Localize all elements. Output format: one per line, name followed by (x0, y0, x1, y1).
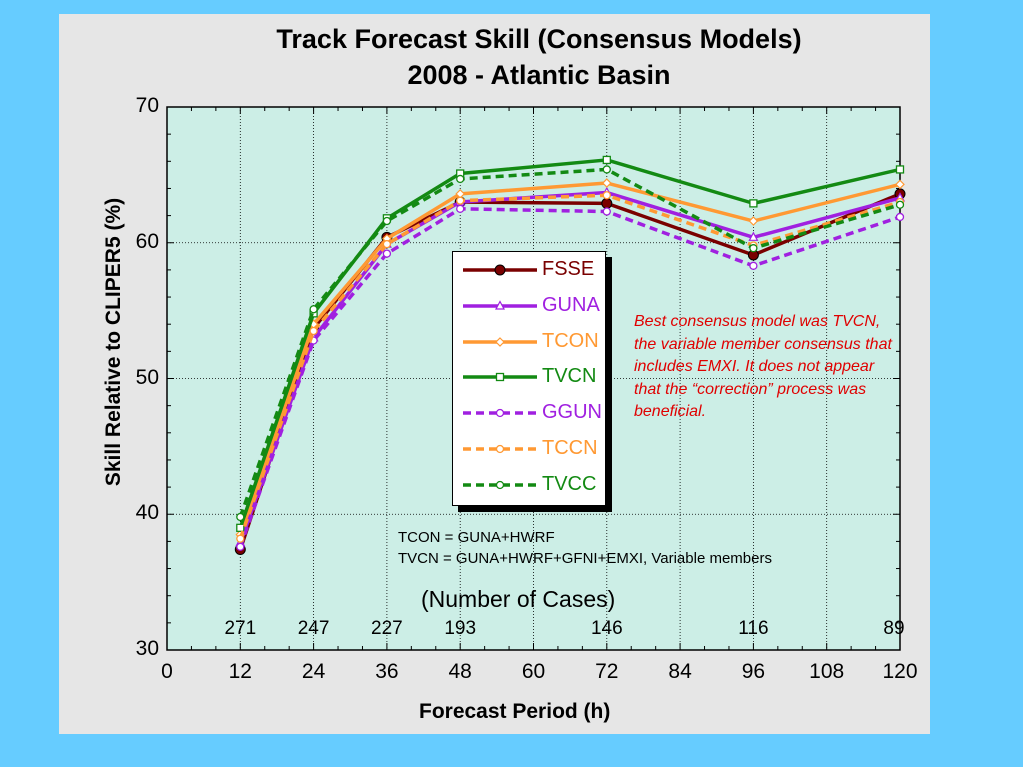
case-count-label: 227 (371, 618, 403, 639)
legend-swatch (463, 444, 537, 454)
x-tick-label: 120 (882, 660, 918, 683)
legend-label: GGUN (542, 401, 602, 424)
data-point-tccn (602, 191, 611, 200)
legend-swatch (463, 373, 537, 382)
data-point-tccn (456, 196, 465, 205)
data-point-tvcc (382, 216, 392, 226)
y-tick-label: 40 (135, 501, 159, 525)
y-tick-label: 50 (135, 365, 159, 389)
data-point-ggun (602, 207, 611, 216)
legend-marker (495, 336, 505, 347)
legend-swatch (463, 409, 537, 418)
data-point-tccn (382, 239, 392, 249)
note-tcon: TCON = GUNA+HWRF (398, 529, 555, 546)
x-axis-label: Forecast Period (h) (419, 700, 611, 723)
note-tvcn: TVCN = GUNA+HWRF+GFNI+EMXI, Variable mem… (398, 550, 772, 567)
data-point-tcon (895, 179, 905, 190)
legend-marker (495, 480, 505, 489)
data-point-tvcc (895, 200, 905, 209)
legend-label: TVCC (542, 472, 597, 495)
data-point-tvcn (602, 155, 611, 165)
legend-label: TCON (542, 329, 599, 352)
data-point-tvcc (309, 305, 318, 314)
data-point-tccn (236, 534, 245, 543)
data-point-ggun (895, 212, 905, 222)
data-point-tcon (601, 178, 612, 188)
case-count-label: 271 (224, 618, 257, 639)
legend-item-tcon: TCON (453, 327, 605, 357)
chart-plot (166, 106, 906, 651)
x-tick-label: 108 (809, 660, 845, 683)
case-count-label: 116 (738, 618, 769, 639)
legend-swatch (463, 336, 537, 347)
legend-label: GUNA (542, 293, 600, 316)
x-tick-label: 0 (161, 660, 173, 683)
legend-item-tccn: TCCN (453, 434, 605, 464)
data-point-ggun (749, 261, 758, 270)
y-tick-label: 70 (135, 94, 159, 117)
data-point-tvcc (749, 244, 758, 253)
chart-subtitle: 2008 - Atlantic Basin (407, 60, 671, 90)
legend-label: FSSE (542, 258, 595, 280)
legend-swatch (463, 300, 537, 310)
data-point-tvcc (456, 174, 465, 184)
data-point-tccn (309, 326, 318, 336)
data-point-ggun (382, 249, 392, 258)
data-point-tvcn (749, 199, 758, 208)
chart-title: Track Forecast Skill (Consensus Models) (276, 24, 802, 54)
data-point-tvcn (895, 165, 905, 174)
legend: FSSE GUNA TCON TVCN GGUN TCCN TVCC (452, 251, 606, 506)
legend-item-fsse: FSSE (453, 255, 605, 285)
x-tick-label: 60 (521, 660, 546, 683)
legend-label: TCCN (542, 437, 598, 459)
case-count-label: 89 (883, 618, 905, 639)
x-tick-label: 72 (595, 660, 619, 683)
chart-panel: Track Forecast Skill (Consensus Models) … (59, 14, 930, 734)
legend-marker (495, 373, 505, 382)
legend-marker (495, 409, 505, 418)
data-point-tcon (748, 216, 759, 226)
legend-marker (494, 264, 506, 276)
annotation-text: Best consensus model was TVCN, the varia… (634, 313, 892, 420)
legend-marker (495, 444, 505, 454)
plot-border (166, 106, 901, 651)
legend-item-tvcc: TVCC (453, 470, 605, 500)
data-point-ggun (456, 204, 465, 213)
number-of-cases-label: (Number of Cases) (421, 586, 616, 612)
case-count-label: 193 (444, 618, 477, 639)
data-point-fsse (601, 197, 613, 209)
legend-item-ggun: GGUN (453, 398, 605, 428)
x-tick-label: 96 (741, 660, 766, 683)
x-tick-label: 48 (448, 660, 472, 683)
legend-label: TVCN (542, 365, 597, 388)
legend-item-guna: GUNA (453, 291, 605, 321)
y-tick-label: 60 (135, 229, 159, 253)
y-tick-label: 30 (135, 637, 159, 660)
legend-marker (495, 300, 505, 310)
data-point-tvcn (236, 523, 245, 532)
legend-swatch (463, 264, 537, 276)
case-count-label: 247 (297, 618, 330, 639)
x-tick-label: 12 (228, 660, 252, 683)
x-tick-label: 24 (301, 660, 326, 683)
data-point-ggun (236, 542, 245, 551)
data-point-guna (748, 231, 759, 241)
x-tick-label: 36 (375, 660, 399, 683)
legend-item-tvcn: TVCN (453, 362, 605, 392)
data-point-tvcc (602, 165, 611, 174)
x-tick-label: 84 (668, 660, 692, 683)
legend-swatch (463, 480, 537, 489)
data-point-tvcc (236, 512, 245, 522)
case-count-label: 146 (590, 618, 623, 639)
